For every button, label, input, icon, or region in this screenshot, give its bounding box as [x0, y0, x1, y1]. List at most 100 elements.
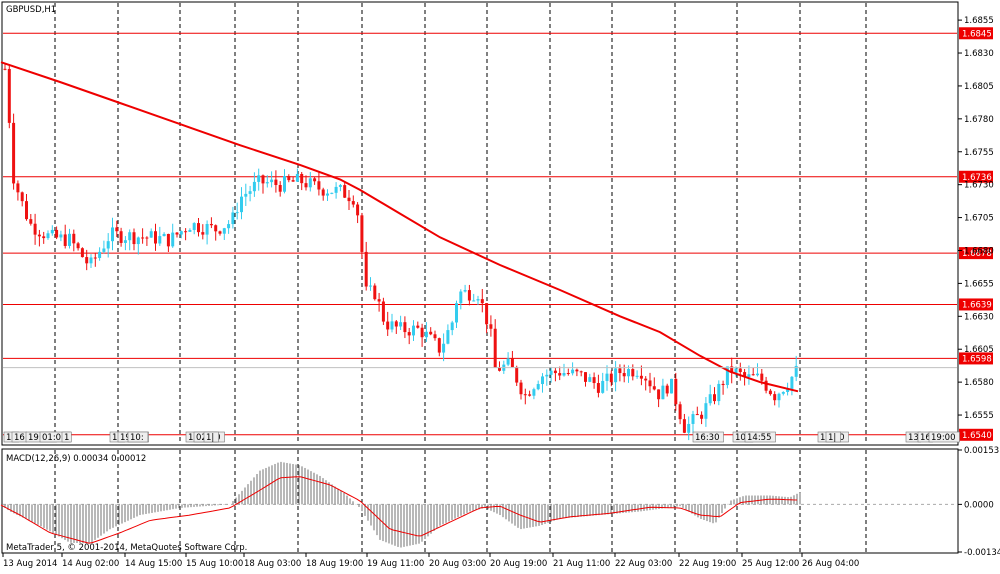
candle-body-43 [188, 229, 192, 232]
candle-body-173 [747, 374, 751, 377]
price-tick-label: 1.6805 [964, 82, 994, 92]
candle-body-19 [85, 257, 89, 264]
event-tag-box [127, 431, 149, 443]
candle-body-130 [562, 373, 566, 376]
candle-body-28 [123, 240, 127, 243]
candle-body-117 [506, 358, 510, 365]
candle-body-39 [171, 232, 175, 247]
candle-body-10 [46, 233, 50, 239]
price-tick-label: 1.6580 [964, 378, 994, 388]
candle-body-118 [510, 358, 514, 367]
candle-body-95 [412, 325, 415, 336]
candle-body-135 [584, 372, 587, 382]
moving-average-line [0, 61, 799, 393]
candle-body-153 [661, 385, 665, 400]
candle-body-47 [205, 223, 209, 235]
candle-body-32 [141, 237, 145, 239]
level-label-box [959, 428, 993, 441]
candle-body-149 [644, 378, 648, 381]
candle-body-70 [304, 183, 308, 188]
candle-body-157 [678, 404, 682, 420]
candle-body-156 [674, 378, 678, 405]
candle-body-51 [222, 228, 226, 234]
candle-body-104 [450, 322, 454, 331]
macd-title: MACD(12,26,9) 0.00034 0.00012 [6, 454, 146, 464]
time-label: 22 Aug 19:00 [679, 559, 736, 569]
candle-body-142 [614, 368, 618, 383]
candle-body-66 [287, 176, 291, 181]
candle-body-74 [321, 189, 325, 196]
candle-body-48 [209, 223, 213, 226]
macd-axis: 0.00153 0.0000 -0.00134 [958, 446, 1000, 558]
candle-body-184 [794, 365, 798, 377]
level-label-box [959, 247, 993, 260]
candle-body-8 [37, 234, 41, 237]
candle-body-33 [145, 237, 149, 239]
candle-body-120 [519, 382, 523, 395]
candle-body-111 [480, 299, 484, 304]
candle-body-96 [416, 325, 420, 328]
macd-signal-line [0, 476, 798, 544]
macd-tick-label: -0.00134 [964, 548, 1000, 558]
event-tag-label: 1| [828, 433, 836, 443]
candle-body-152 [657, 389, 661, 400]
event-tag-label: 19:00 [931, 433, 956, 443]
event-tag-label: 01:01 [42, 433, 67, 443]
event-tag-label: 1| [6, 433, 14, 443]
candle-body-158 [682, 419, 686, 433]
candle-body-90 [390, 321, 394, 330]
candle-body-50 [218, 231, 222, 234]
candle-body-108 [467, 290, 471, 301]
time-label: 26 Aug 04:00 [802, 559, 859, 569]
event-tag-box [692, 431, 724, 443]
candle-body-85 [369, 285, 372, 287]
time-label: 14 Aug 02:00 [62, 559, 119, 569]
level-label-box [959, 170, 993, 183]
level-label: 1.6845 [962, 29, 992, 39]
candle-body-181 [781, 391, 785, 394]
candle-body-68 [295, 173, 299, 182]
candle-body-18 [80, 248, 84, 258]
candle-body-3 [16, 183, 20, 193]
candle-body-170 [734, 368, 738, 373]
candle-body-178 [768, 390, 772, 395]
price-tick-label: 1.6630 [964, 312, 994, 322]
candle-body-100 [433, 334, 437, 339]
time-label: 20 Aug 19:00 [490, 559, 547, 569]
candle-body-176 [760, 373, 764, 381]
time-label: 20 Aug 03:00 [429, 559, 486, 569]
candle-body-123 [532, 389, 536, 396]
candle-body-12 [55, 229, 59, 238]
macd-pane-frame [1, 448, 959, 554]
candle-body-24 [106, 241, 110, 249]
candle-body-80 [347, 197, 351, 202]
moving-average [0, 61, 799, 393]
candle-body-27 [119, 231, 123, 243]
candle-body-127 [549, 370, 553, 375]
candle-body-34 [149, 231, 153, 238]
price-tick-label: 1.6730 [964, 181, 994, 191]
candle-body-143 [618, 368, 622, 374]
candle-body-134 [579, 371, 583, 373]
candle-body-37 [162, 233, 166, 237]
time-label: 22 Aug 03:00 [615, 559, 672, 569]
candle-body-128 [553, 370, 557, 374]
price-pane-frame [1, 1, 959, 446]
candle-body-45 [197, 223, 200, 233]
candle-body-125 [541, 376, 544, 385]
candle-body-110 [476, 299, 480, 301]
candle-body-0 [3, 68, 7, 70]
candle-body-131 [566, 373, 570, 375]
price-tick-label: 1.6855 [964, 16, 994, 26]
candle-body-141 [609, 373, 613, 383]
candle-body-155 [670, 378, 673, 394]
candle-body-61 [265, 182, 269, 184]
level-label-box [959, 27, 993, 40]
candle-body-23 [102, 248, 106, 252]
candle-body-150 [648, 380, 652, 387]
candle-body-16 [72, 233, 76, 244]
candle-body-126 [545, 374, 549, 377]
candle-body-44 [192, 223, 196, 230]
candle-body-137 [592, 377, 596, 384]
